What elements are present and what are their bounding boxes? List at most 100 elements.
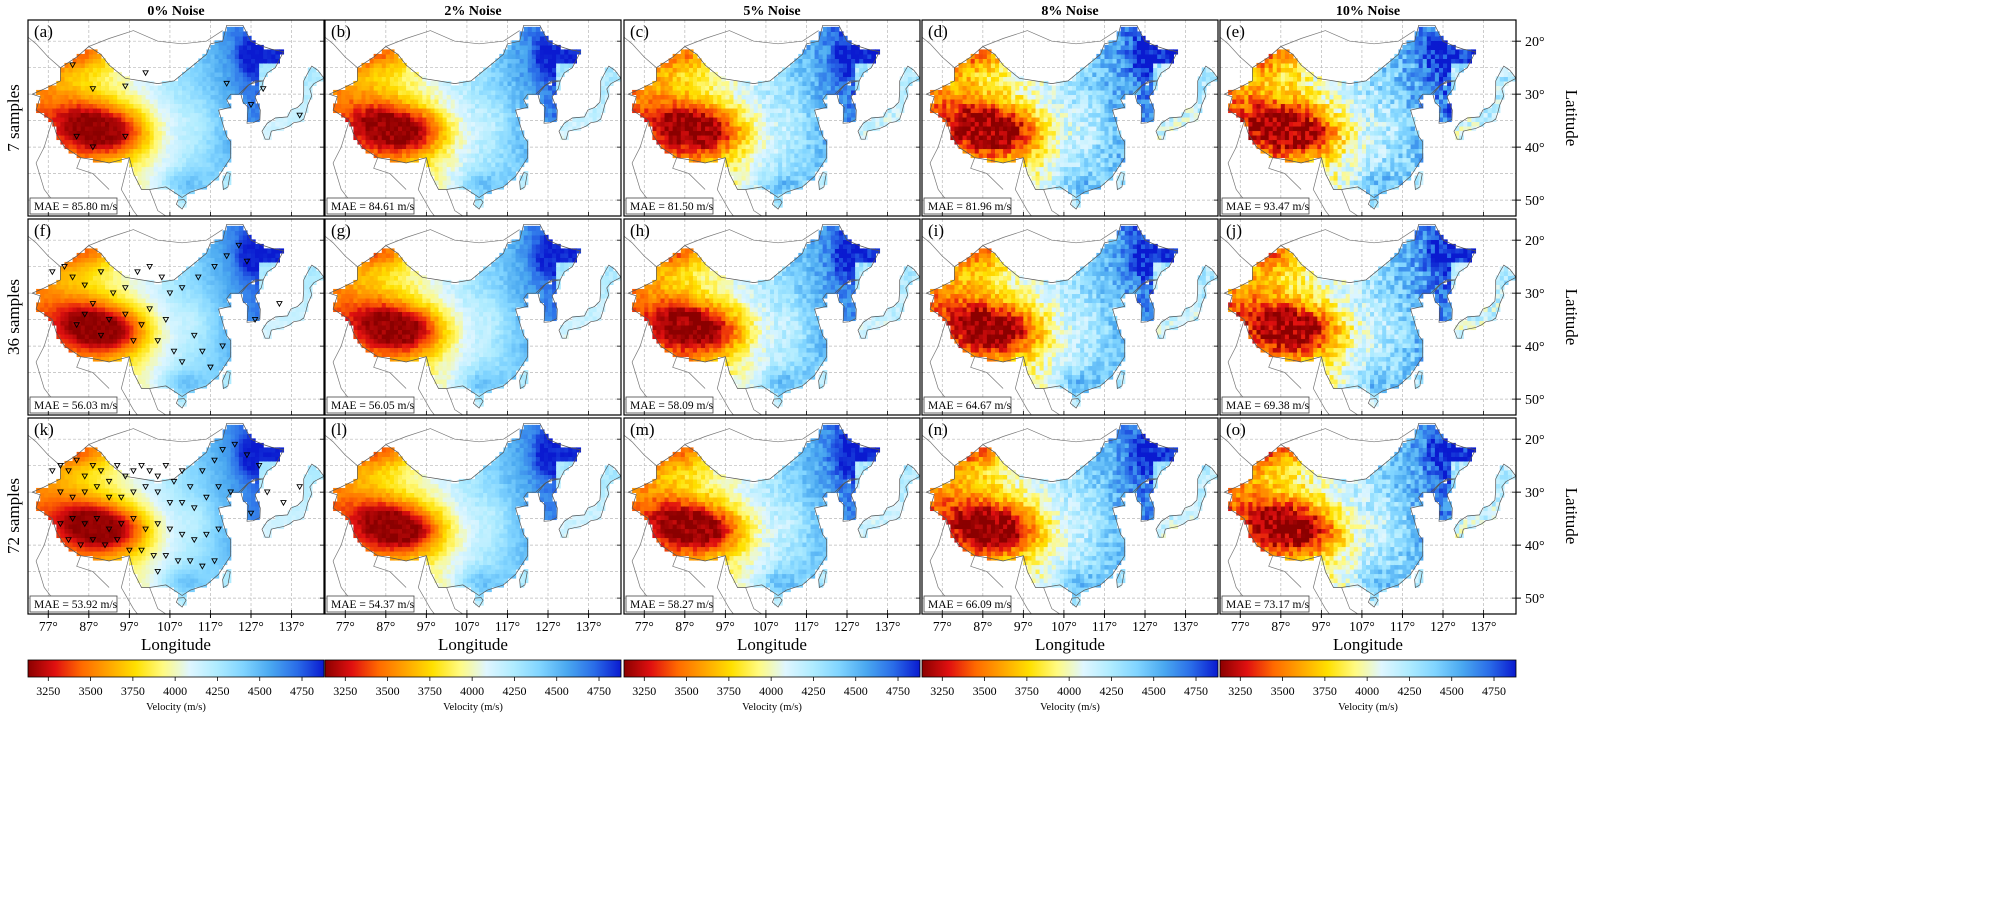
heatmap-cell: [676, 112, 682, 118]
heatmap-cell: [137, 103, 143, 109]
heatmap-cell: [1120, 85, 1126, 91]
heatmap-cell: [1027, 80, 1033, 87]
heatmap-cell: [982, 62, 988, 69]
heatmap-cell: [1108, 98, 1114, 105]
heatmap-cell: [406, 67, 411, 73]
heatmap-cell: [206, 116, 212, 123]
heatmap-cell: [1108, 130, 1114, 136]
heatmap-cell: [999, 112, 1004, 118]
heatmap-cell: [515, 166, 521, 172]
heatmap-cell: [238, 31, 244, 37]
heatmap-cell: [1080, 175, 1085, 181]
heatmap-cell: [668, 58, 674, 64]
heatmap-cell: [178, 188, 183, 195]
heatmap-cell: [210, 98, 216, 105]
heatmap-cell: [999, 71, 1004, 78]
heatmap-cell: [64, 139, 70, 145]
heatmap-cell: [978, 94, 984, 100]
heatmap-cell: [145, 85, 151, 91]
heatmap-cell: [810, 67, 816, 73]
heatmap-cell: [701, 107, 706, 114]
border-line: [175, 199, 187, 210]
heatmap-cell: [238, 53, 244, 60]
heatmap-cell: [954, 139, 960, 145]
heatmap-cell: [418, 148, 423, 154]
heatmap-cell: [84, 125, 90, 132]
heatmap-cell: [214, 134, 220, 141]
heatmap-cell: [810, 121, 816, 127]
heatmap-cell: [765, 89, 771, 96]
heatmap-cell: [560, 62, 565, 69]
heatmap-cell: [72, 71, 78, 78]
heatmap-cell: [999, 125, 1004, 132]
heatmap-cell: [515, 152, 521, 159]
heatmap-cell: [503, 62, 509, 69]
heatmap-cell: [1067, 161, 1073, 168]
heatmap-cell: [84, 58, 90, 64]
heatmap-cell: [847, 94, 852, 100]
heatmap-cell: [838, 76, 844, 82]
border-line: [672, 157, 706, 190]
heatmap-cell: [113, 134, 118, 141]
heatmap-cell: [1027, 121, 1033, 127]
heatmap-cell: [178, 143, 183, 150]
heatmap-cell: [1031, 94, 1037, 100]
heatmap-cell: [242, 53, 248, 60]
heatmap-cell: [978, 67, 984, 73]
heatmap-cell: [592, 116, 598, 123]
border-line: [836, 80, 860, 124]
heatmap-cell: [741, 161, 747, 168]
heatmap-cell: [345, 103, 350, 109]
heatmap-cell: [307, 71, 313, 78]
heatmap-cell: [737, 148, 743, 154]
heatmap-cell: [1035, 152, 1041, 159]
heatmap-cell: [887, 107, 893, 114]
heatmap-cell: [552, 107, 557, 114]
heatmap-cell: [141, 94, 147, 100]
heatmap-cell: [373, 148, 379, 154]
heatmap-cell: [475, 143, 480, 150]
heatmap-cell: [895, 103, 901, 109]
heatmap-cell: [393, 58, 399, 64]
heatmap-cell: [798, 130, 804, 136]
heatmap-cell: [1043, 184, 1049, 190]
heatmap-cell: [733, 148, 739, 154]
heatmap-cell: [1039, 179, 1045, 186]
heatmap-cell: [1100, 85, 1106, 91]
heatmap-cell: [495, 152, 500, 159]
heatmap-cell: [990, 62, 996, 69]
heatmap-cell: [535, 80, 541, 87]
heatmap-cell: [72, 98, 78, 105]
heatmap-cell: [337, 89, 342, 96]
heatmap-cell: [499, 89, 505, 96]
heatmap-cell: [891, 107, 897, 114]
heatmap-cell: [891, 112, 897, 118]
heatmap-cell: [761, 179, 767, 186]
heatmap-cell: [942, 103, 947, 109]
heatmap-cell: [1031, 161, 1037, 168]
heatmap-cell: [818, 62, 824, 69]
heatmap-cell: [129, 98, 135, 105]
heatmap-cell: [568, 62, 573, 69]
heatmap-cell: [242, 76, 248, 82]
heatmap-cell: [802, 67, 808, 73]
heatmap-cell: [1092, 76, 1097, 82]
heatmap-cell: [810, 94, 816, 100]
heatmap-cell: [830, 44, 836, 50]
heatmap-cell: [105, 148, 110, 154]
heatmap-cell: [527, 71, 533, 78]
heatmap-cell: [769, 152, 775, 159]
heatmap-cell: [676, 67, 682, 73]
heatmap-cell: [515, 116, 521, 123]
heatmap-cell: [871, 116, 876, 123]
heatmap-cell: [806, 89, 812, 96]
heatmap-cell: [713, 152, 718, 159]
station-triangle: [223, 80, 231, 87]
heatmap-cell: [769, 134, 775, 141]
heatmap-cell: [238, 80, 244, 87]
heatmap-cell: [454, 152, 460, 159]
heatmap-cell: [446, 134, 452, 141]
heatmap-cell: [206, 170, 212, 177]
heatmap-cell: [169, 139, 175, 145]
heatmap-cell: [664, 121, 670, 127]
